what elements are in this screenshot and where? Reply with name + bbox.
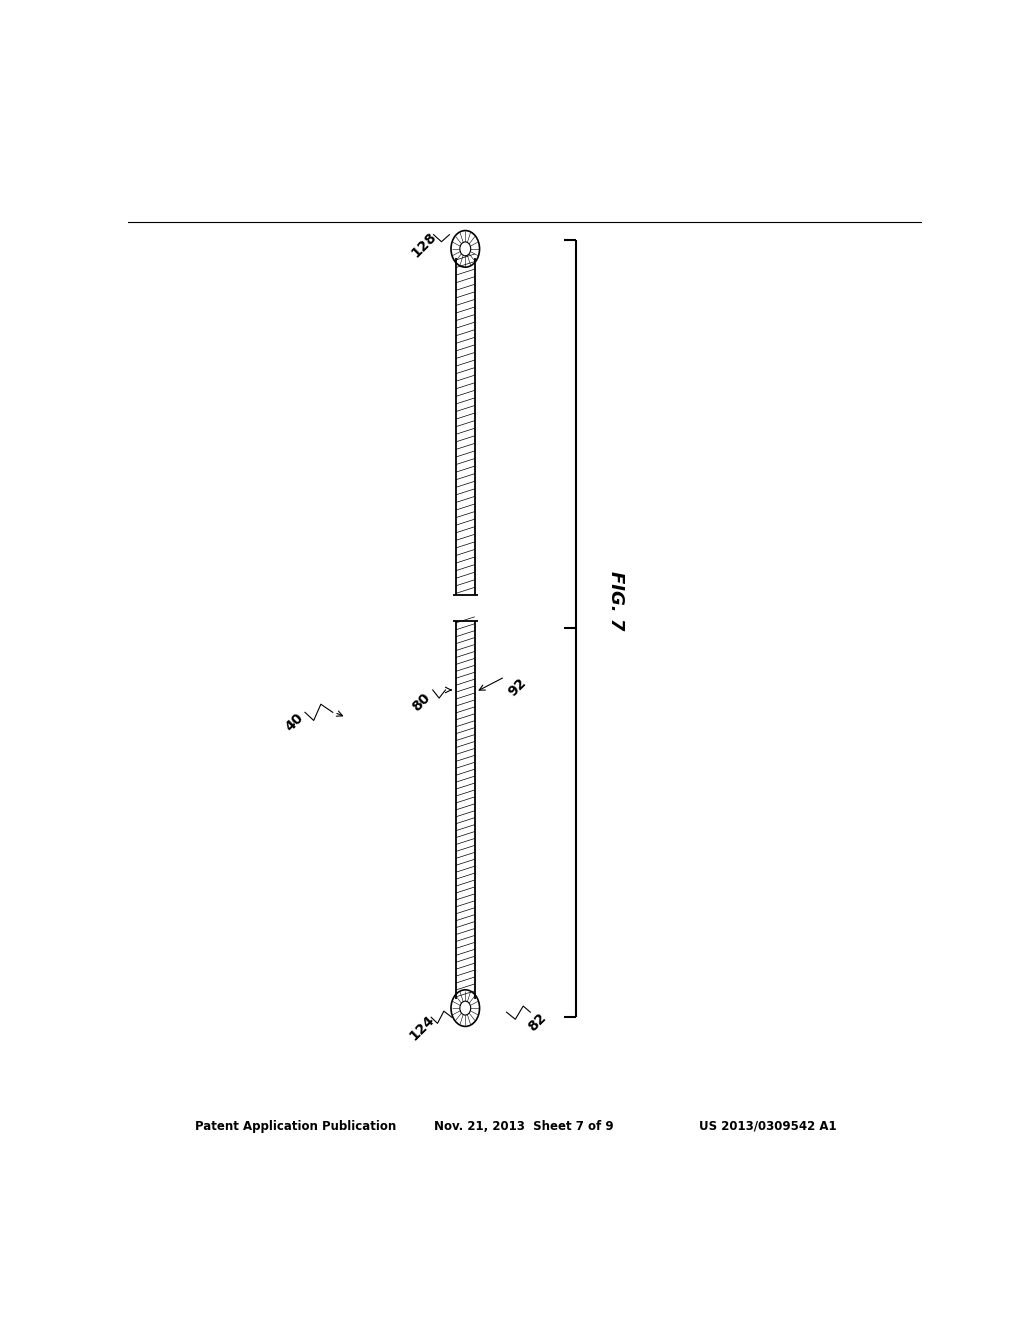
Text: US 2013/0309542 A1: US 2013/0309542 A1	[699, 1119, 837, 1133]
Text: 124: 124	[407, 1012, 437, 1043]
Circle shape	[460, 1001, 471, 1015]
Text: 80: 80	[410, 690, 433, 714]
Text: 82: 82	[525, 1011, 549, 1034]
Text: Patent Application Publication: Patent Application Publication	[196, 1119, 396, 1133]
Text: 128: 128	[409, 230, 439, 260]
Text: Nov. 21, 2013  Sheet 7 of 9: Nov. 21, 2013 Sheet 7 of 9	[433, 1119, 613, 1133]
Text: 40: 40	[283, 710, 306, 734]
Circle shape	[460, 242, 471, 256]
Text: FIG. 7: FIG. 7	[607, 570, 625, 630]
Text: 92: 92	[505, 675, 528, 698]
